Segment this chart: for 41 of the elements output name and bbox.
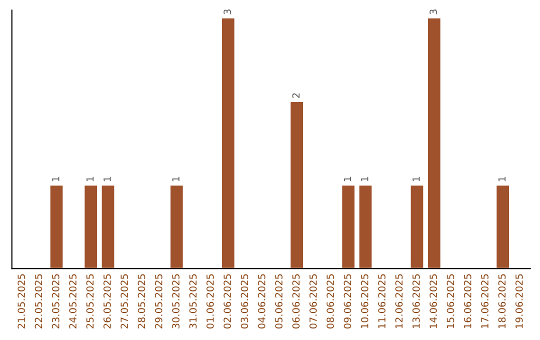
x-tick-label: 29.05.2025 — [154, 274, 162, 328]
data-label: 1 — [412, 176, 420, 182]
x-tick-label: 22.05.2025 — [34, 274, 42, 328]
x-tick-label: 28.05.2025 — [138, 274, 146, 328]
x-tick-label: 12.06.2025 — [395, 274, 403, 328]
x-tick-label: 07.06.2025 — [309, 274, 317, 328]
x-tick-label: 17.06.2025 — [481, 274, 488, 328]
x-tick-label: 26.05.2025 — [103, 274, 111, 328]
x-tick-label: 03.06.2025 — [240, 274, 248, 328]
x-tick-label: 06.06.2025 — [292, 274, 300, 328]
x-tick-label: 01.06.2025 — [206, 274, 214, 328]
x-tick-label: 08.06.2025 — [326, 274, 334, 328]
data-label: 1 — [344, 176, 352, 182]
data-label: 1 — [86, 176, 94, 182]
data-label: 1 — [52, 176, 60, 182]
data-label: 2 — [292, 93, 300, 98]
x-tick-label: 11.06.2025 — [378, 274, 386, 328]
x-tick-label: 15.06.2025 — [446, 274, 454, 328]
data-label: 3 — [224, 10, 231, 14]
x-tick-label: 24.05.2025 — [69, 274, 76, 328]
x-tick-label: 18.06.2025 — [498, 274, 506, 328]
data-label: 1 — [361, 176, 368, 182]
data-label: 1 — [104, 176, 111, 182]
data-label: 1 — [172, 176, 180, 182]
x-tick-label: 23.05.2025 — [52, 274, 60, 328]
x-tick-label: 13.06.2025 — [412, 274, 420, 328]
x-tick-label: 19.06.2025 — [515, 274, 523, 328]
x-tick-label: 02.06.2025 — [224, 274, 231, 328]
x-tick-label: 30.05.2025 — [172, 274, 180, 328]
x-tick-label: 16.06.2025 — [464, 274, 472, 328]
x-tick-label: 10.06.2025 — [360, 274, 368, 328]
x-tick-label: 21.05.2025 — [18, 274, 25, 328]
x-tick-label: 27.05.2025 — [120, 274, 128, 328]
x-tick-label: 14.06.2025 — [430, 274, 437, 328]
x-tick-label: 04.06.2025 — [258, 274, 266, 328]
x-tick-label: 09.06.2025 — [344, 274, 352, 328]
x-tick-label: 05.06.2025 — [275, 274, 282, 328]
x-tick-label: 25.05.2025 — [86, 274, 94, 328]
x-tick-label: 31.05.2025 — [189, 274, 197, 328]
data-label: 1 — [498, 176, 506, 182]
data-label: 3 — [430, 10, 437, 14]
